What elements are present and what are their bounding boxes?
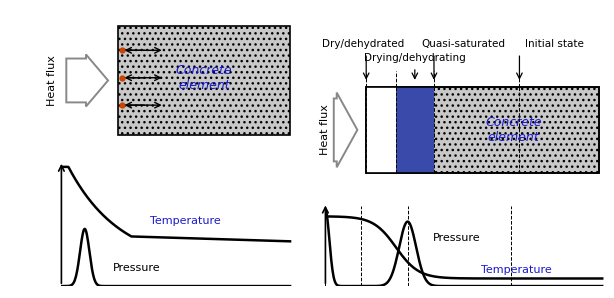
Bar — [366, 87, 599, 173]
Bar — [366, 87, 395, 173]
Text: Initial state: Initial state — [526, 39, 585, 49]
Text: Pressure: Pressure — [113, 263, 160, 273]
Bar — [118, 26, 290, 135]
Text: Heat flux: Heat flux — [47, 55, 56, 106]
Text: Drying/dehydrating: Drying/dehydrating — [364, 53, 465, 63]
Text: Quasi-saturated: Quasi-saturated — [421, 39, 505, 49]
Text: Heat flux: Heat flux — [320, 105, 330, 155]
Text: Temperature: Temperature — [150, 216, 221, 226]
Text: Dry/dehydrated: Dry/dehydrated — [322, 39, 405, 49]
Text: Concrete
element: Concrete element — [485, 116, 542, 144]
FancyArrow shape — [66, 55, 108, 106]
FancyArrow shape — [334, 93, 357, 167]
Text: Pressure: Pressure — [433, 232, 480, 243]
Text: Temperature: Temperature — [481, 265, 551, 275]
Text: Concrete
element: Concrete element — [176, 64, 232, 92]
Bar — [366, 87, 599, 173]
Bar — [395, 87, 434, 173]
